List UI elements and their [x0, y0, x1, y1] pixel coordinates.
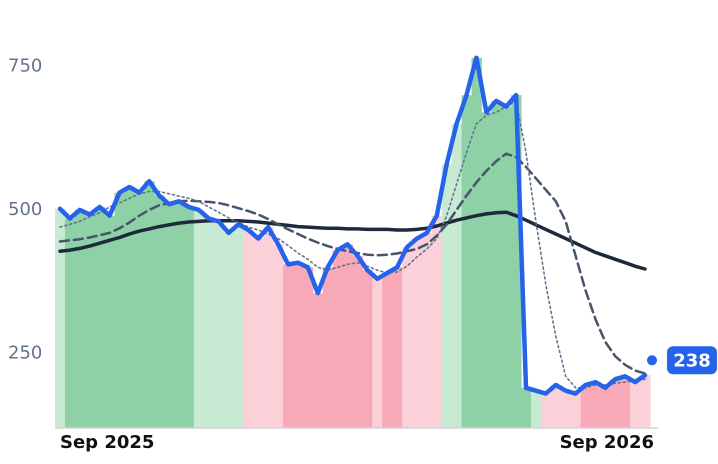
bar — [144, 181, 155, 428]
bar — [193, 209, 205, 428]
bar — [392, 267, 403, 428]
bar — [154, 195, 165, 428]
y-tick-label: 750 — [8, 55, 42, 76]
bar — [104, 215, 116, 428]
last-value-badge — [667, 346, 717, 375]
bar — [312, 293, 324, 428]
bar — [332, 250, 344, 428]
bar — [491, 100, 502, 428]
bar — [570, 393, 582, 428]
bar — [610, 379, 621, 428]
bar — [382, 273, 393, 428]
bar — [630, 382, 641, 428]
bar — [174, 201, 185, 428]
bar — [74, 209, 86, 428]
bar — [263, 227, 274, 428]
bar — [550, 384, 562, 428]
bar — [461, 95, 472, 428]
bar — [293, 262, 304, 428]
series-line — [57, 55, 648, 396]
bar — [124, 186, 135, 428]
bar — [530, 390, 542, 428]
bar — [590, 382, 601, 428]
bar — [362, 270, 373, 428]
series-line — [58, 210, 647, 271]
bar — [164, 204, 175, 428]
bar — [183, 207, 195, 428]
bar — [64, 218, 76, 428]
bar — [471, 57, 482, 429]
bar — [600, 387, 611, 428]
bar — [431, 215, 443, 428]
bar — [580, 384, 591, 428]
bar — [402, 247, 413, 428]
bar — [441, 164, 453, 428]
bar — [213, 221, 225, 428]
bar — [560, 390, 572, 428]
bar — [352, 255, 363, 428]
bar — [481, 112, 492, 428]
y-tick-label: 500 — [8, 199, 42, 220]
bar — [114, 192, 125, 428]
bar — [511, 95, 522, 428]
last-value-dot — [647, 355, 657, 366]
bar — [84, 214, 96, 428]
bar — [302, 267, 314, 428]
bar — [501, 106, 512, 428]
bar — [223, 232, 235, 428]
x-tick-label: Sep 2026 — [560, 432, 654, 453]
bar — [203, 218, 215, 428]
bar — [243, 230, 254, 428]
bar — [620, 376, 631, 428]
lines — [57, 55, 648, 396]
bar — [134, 192, 145, 428]
bar — [372, 278, 383, 428]
y-tick-label: 250 — [8, 342, 42, 363]
bar — [521, 387, 532, 428]
bar — [253, 238, 264, 428]
bar — [640, 375, 651, 428]
x-tick-label: Sep 2025 — [60, 432, 154, 453]
bar — [322, 267, 334, 428]
bar — [421, 232, 433, 428]
last-value-label: 238 — [673, 350, 711, 371]
bar — [411, 238, 423, 428]
background-bars — [55, 57, 651, 429]
bar — [540, 393, 552, 428]
bar — [342, 244, 353, 428]
bar — [233, 224, 244, 428]
bar — [94, 207, 106, 428]
bar — [451, 123, 463, 429]
bar — [283, 264, 294, 428]
bar — [55, 208, 66, 428]
bar — [273, 244, 284, 428]
